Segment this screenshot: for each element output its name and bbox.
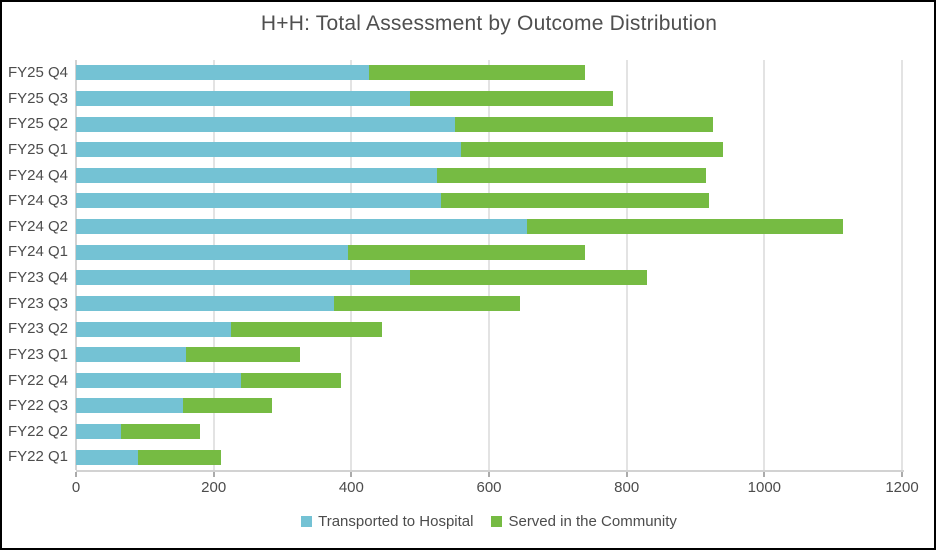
y-label-fy23-q1: FY23 Q1 — [7, 345, 68, 363]
y-label-fy22-q4: FY22 Q4 — [7, 371, 68, 389]
x-tick-label-1200: 1200 — [885, 479, 919, 496]
bar-segment-transported-to-hospital-fy24-q2 — [76, 219, 527, 235]
y-label-fy24-q1: FY24 Q1 — [7, 243, 68, 261]
tick-mark-600 — [488, 472, 490, 477]
bar-segment-served-in-the-community-fy25-q4 — [368, 65, 586, 81]
bar-segment-served-in-the-community-fy22-q3 — [182, 398, 273, 414]
tick-mark-1000 — [763, 472, 766, 477]
y-label-fy22-q2: FY22 Q2 — [7, 422, 68, 440]
bar-row-fy24-q3 — [76, 193, 902, 209]
bar-row-fy23-q3 — [76, 295, 902, 311]
bar-row-fy25-q2 — [76, 116, 902, 132]
bar-segment-served-in-the-community-fy23-q3 — [334, 295, 520, 311]
legend-item-served-in-the-community: Served in the Community — [491, 513, 677, 530]
bar-segment-served-in-the-community-fy22-q1 — [137, 449, 221, 465]
y-label-fy24-q4: FY24 Q4 — [7, 166, 68, 184]
x-tick-label-600: 600 — [476, 479, 502, 496]
bar-segment-transported-to-hospital-fy25-q2 — [76, 116, 455, 132]
y-label-fy22-q1: FY22 Q1 — [7, 448, 68, 466]
x-axis-line — [76, 470, 904, 472]
x-tick-label-0: 0 — [71, 479, 81, 496]
bar-segment-transported-to-hospital-fy22-q4 — [76, 372, 242, 388]
y-label-fy24-q3: FY24 Q3 — [7, 192, 68, 210]
bar-row-fy25-q4 — [76, 65, 902, 81]
bar-segment-served-in-the-community-fy23-q1 — [186, 347, 300, 363]
gridline-400 — [350, 60, 353, 470]
bar-segment-served-in-the-community-fy22-q4 — [241, 372, 341, 388]
x-tick-label-200: 200 — [201, 479, 227, 496]
bar-segment-transported-to-hospital-fy24-q4 — [76, 167, 438, 183]
tick-mark-1200 — [901, 472, 903, 477]
bar-segment-served-in-the-community-fy25-q3 — [409, 90, 613, 106]
chart-title: H+H: Total Assessment by Outcome Distrib… — [260, 12, 718, 35]
bar-segment-served-in-the-community-fy23-q4 — [409, 270, 648, 286]
gridline-200 — [212, 60, 215, 470]
bar-row-fy25-q3 — [76, 90, 902, 106]
y-axis-line — [75, 60, 77, 470]
bar-row-fy24-q1 — [76, 244, 902, 260]
bar-row-fy24-q4 — [76, 167, 902, 183]
bar-segment-transported-to-hospital-fy23-q4 — [76, 270, 410, 286]
legend-marker-icon — [301, 516, 313, 527]
bar-row-fy23-q2 — [76, 321, 902, 337]
y-label-fy22-q3: FY22 Q3 — [7, 397, 68, 415]
tick-mark-400 — [350, 472, 353, 477]
bar-segment-served-in-the-community-fy24-q1 — [347, 244, 586, 260]
bar-segment-transported-to-hospital-fy25-q3 — [76, 90, 410, 106]
legend: Transported to Hospital Served in the Com… — [76, 513, 902, 530]
bar-segment-served-in-the-community-fy25-q1 — [461, 142, 724, 158]
legend-label: Transported to Hospital — [318, 513, 474, 530]
bar-segment-transported-to-hospital-fy23-q1 — [76, 347, 187, 363]
y-label-fy25-q2: FY25 Q2 — [7, 115, 68, 133]
bar-segment-served-in-the-community-fy22-q2 — [120, 424, 200, 440]
y-label-fy25-q3: FY25 Q3 — [7, 89, 68, 107]
bar-row-fy23-q1 — [76, 347, 902, 363]
tick-mark-200 — [212, 472, 215, 477]
bar-row-fy24-q2 — [76, 219, 902, 235]
tick-mark-0 — [75, 472, 77, 477]
bar-segment-served-in-the-community-fy25-q2 — [454, 116, 713, 132]
bar-segment-transported-to-hospital-fy25-q1 — [76, 142, 462, 158]
bar-row-fy22-q2 — [76, 424, 902, 440]
y-label-fy23-q2: FY23 Q2 — [7, 320, 68, 338]
y-label-fy25-q1: FY25 Q1 — [7, 140, 68, 158]
legend-item-transported-to-hospital: Transported to Hospital — [301, 513, 473, 530]
gridline-600 — [488, 60, 490, 470]
bar-row-fy25-q1 — [76, 142, 902, 158]
gridline-1000 — [763, 60, 766, 470]
tick-mark-800 — [625, 472, 628, 477]
bar-segment-transported-to-hospital-fy23-q2 — [76, 321, 231, 337]
bar-segment-transported-to-hospital-fy24-q3 — [76, 193, 441, 209]
plot-area — [75, 60, 903, 470]
gridline-1200 — [901, 60, 903, 470]
legend-label: Served in the Community — [508, 513, 677, 530]
y-label-fy23-q4: FY23 Q4 — [7, 269, 68, 286]
bar-row-fy22-q1 — [76, 449, 902, 465]
bar-segment-transported-to-hospital-fy22-q2 — [76, 424, 121, 440]
x-tick-label-800: 800 — [614, 479, 640, 496]
bar-segment-transported-to-hospital-fy24-q1 — [76, 244, 348, 260]
bar-segment-transported-to-hospital-fy22-q1 — [76, 449, 138, 465]
bar-segment-served-in-the-community-fy24-q4 — [437, 167, 706, 183]
bar-segment-served-in-the-community-fy24-q2 — [526, 219, 844, 235]
gridline-800 — [625, 60, 628, 470]
bar-row-fy22-q3 — [76, 398, 902, 414]
bar-row-fy22-q4 — [76, 372, 902, 388]
bar-segment-served-in-the-community-fy23-q2 — [230, 321, 383, 337]
bar-segment-transported-to-hospital-fy25-q4 — [76, 65, 369, 81]
bar-segment-transported-to-hospital-fy23-q3 — [76, 295, 335, 311]
bar-segment-served-in-the-community-fy24-q3 — [440, 193, 710, 209]
bar-row-fy23-q4 — [76, 270, 902, 286]
bar-segment-transported-to-hospital-fy22-q3 — [76, 398, 183, 414]
y-label-fy23-q3: FY23 Q3 — [7, 294, 68, 312]
x-tick-label-1000: 1000 — [747, 479, 782, 496]
x-tick-label-400: 400 — [338, 479, 364, 496]
legend-marker-icon — [491, 516, 503, 527]
y-label-fy25-q4: FY25 Q4 — [7, 64, 68, 81]
y-label-fy24-q2: FY24 Q2 — [7, 217, 68, 235]
